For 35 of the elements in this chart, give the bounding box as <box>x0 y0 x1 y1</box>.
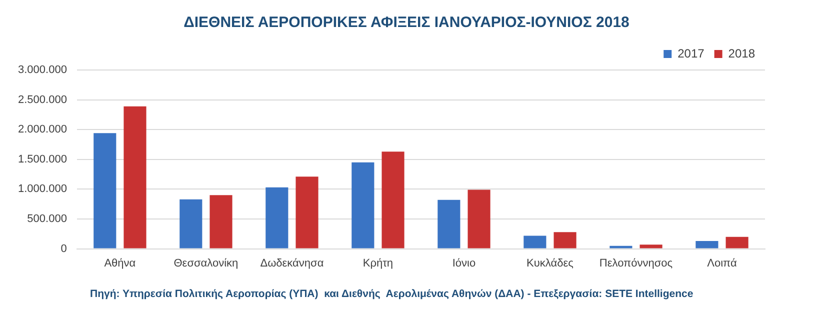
bar <box>266 187 288 248</box>
x-tick-label: Δωδεκάνησα <box>260 257 324 270</box>
y-tick-label: 2.000.000 <box>18 124 67 136</box>
y-tick-label: 1.500.000 <box>18 153 67 166</box>
x-tick-label: Αθήνα <box>104 257 136 270</box>
bar <box>524 236 546 248</box>
bar <box>438 200 460 248</box>
bar <box>554 232 576 248</box>
bar <box>382 152 404 248</box>
bar <box>468 190 490 248</box>
bar <box>210 195 232 248</box>
bar <box>94 133 116 248</box>
x-tick-label: Πελοπόννησος <box>599 257 673 270</box>
x-tick-label: Κυκλάδες <box>526 257 574 270</box>
y-tick-label: 0 <box>60 242 67 255</box>
legend-label: 2017 <box>678 46 705 60</box>
bar <box>352 162 374 248</box>
y-tick-label: 3.000.000 <box>18 64 67 76</box>
bar <box>124 106 146 248</box>
y-tick-label: 1.000.000 <box>18 183 67 196</box>
x-tick-label: Λοιπά <box>707 257 738 270</box>
bar <box>296 176 318 248</box>
bar <box>180 199 202 248</box>
bar <box>726 236 748 248</box>
y-tick-label: 2.500.000 <box>18 94 67 106</box>
legend-label: 2018 <box>728 46 756 60</box>
bar <box>610 246 632 248</box>
chart-title: ΔΙΕΘΝΕΙΣ ΑΕΡΟΠΟΡΙΚΕΣ ΑΦΙΞΕΙΣ ΙΑΝΟΥΑΡΙΟΣ-ΙΟΥΝΙΟΣ 2018 <box>182 13 630 33</box>
x-tick-label: Κρήτη <box>362 257 394 270</box>
y-tick-label: 500.000 <box>27 213 67 226</box>
x-tick-label: Θεσσαλονίκη <box>174 257 238 270</box>
x-tick-label: Ιόνιο <box>452 257 476 270</box>
bar <box>696 241 718 248</box>
text: Πηγή: Υπηρεσία Πολιτικής Αεροπορίας (ΥΠΑ) και Διεθνής Αερολιμένας Αθηνών (ΔΑΑ) - Επεξεργασία: SETE Intelligence <box>89 288 694 300</box>
bar <box>640 244 662 248</box>
